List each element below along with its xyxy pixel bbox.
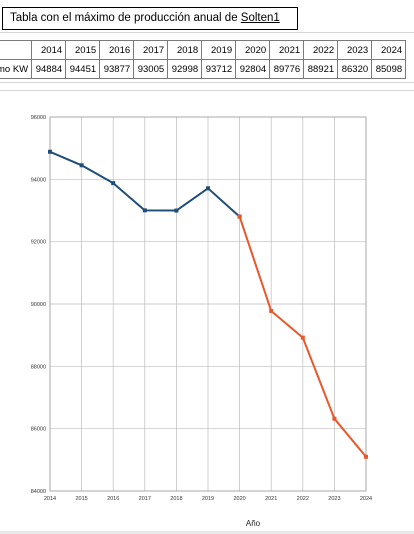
title-text: Tabla con el máximo de producción anual … bbox=[10, 12, 280, 24]
x-tick-label: 2019 bbox=[202, 496, 214, 502]
table-cell-value[interactable]: 89776 bbox=[269, 59, 305, 79]
x-tick-label: 2023 bbox=[328, 496, 340, 502]
data-point bbox=[142, 208, 147, 213]
data-point bbox=[174, 208, 179, 213]
plot-frame bbox=[49, 116, 367, 492]
bottom-scrollbar[interactable] bbox=[0, 531, 414, 534]
table-header-year[interactable]: 2019 bbox=[201, 40, 237, 60]
data-point bbox=[237, 214, 242, 219]
table-cell-value[interactable]: 92804 bbox=[235, 59, 271, 79]
sheet-gridline bbox=[0, 32, 414, 33]
table-cell-value[interactable]: 85098 bbox=[371, 59, 407, 79]
table-cell-value[interactable]: 93005 bbox=[133, 59, 169, 79]
table-cell-value[interactable]: 93877 bbox=[99, 59, 135, 79]
table-header-row: 2014 2015 2016 2017 2018 2019 2020 2021 2022 2023… bbox=[0, 40, 407, 60]
x-tick-label: 2024 bbox=[360, 496, 372, 502]
y-tick-label: 88000 bbox=[31, 364, 46, 370]
table-header-year[interactable]: 2021 bbox=[269, 40, 305, 60]
data-point bbox=[206, 186, 210, 191]
table-corner-cell[interactable] bbox=[0, 40, 33, 60]
title-prefix: Tabla con el máximo de producción anual … bbox=[10, 12, 241, 24]
x-axis-label: Año bbox=[246, 519, 261, 528]
table-header-year[interactable]: 2023 bbox=[337, 40, 373, 60]
table-header-year[interactable]: 2024 bbox=[371, 40, 407, 60]
y-tick-label: 86000 bbox=[31, 427, 46, 433]
table-header-year[interactable]: 2017 bbox=[133, 40, 169, 60]
x-tick-label: 2018 bbox=[170, 496, 182, 502]
y-tick-label: 92000 bbox=[31, 240, 46, 246]
table-header-year[interactable]: 2022 bbox=[303, 40, 339, 60]
table-header-year[interactable]: 2018 bbox=[167, 40, 203, 60]
table-cell-value[interactable]: 86320 bbox=[337, 59, 373, 79]
y-tick-label: 84000 bbox=[31, 489, 46, 495]
table-header-year[interactable]: 2015 bbox=[65, 40, 101, 60]
production-chart: 84000 86000 88000 90000 92000 94000 96000 2014 2… bbox=[31, 115, 372, 528]
x-tick-label: 2014 bbox=[44, 496, 56, 502]
table-cell-value[interactable]: 94451 bbox=[65, 59, 101, 79]
x-tick-label: 2022 bbox=[297, 496, 309, 502]
data-point bbox=[269, 308, 274, 313]
table-header-year[interactable]: 2020 bbox=[235, 40, 271, 60]
data-point bbox=[111, 181, 116, 186]
data-point bbox=[48, 149, 52, 154]
table-row-label[interactable]: mo KW bbox=[0, 59, 33, 79]
x-tick-label: 2015 bbox=[75, 496, 87, 502]
x-tick-label: 2021 bbox=[265, 496, 277, 502]
sheet-gridline bbox=[0, 82, 414, 83]
table-cell-value[interactable]: 94884 bbox=[31, 59, 67, 79]
table-row: mo KW 94884 94451 93877 93005 92998 93712 9280… bbox=[0, 59, 407, 79]
y-tick-label: 94000 bbox=[31, 177, 46, 183]
table-header-year[interactable]: 2014 bbox=[31, 40, 67, 60]
title-link[interactable]: Solten1 bbox=[240, 12, 280, 24]
y-tick-label: 90000 bbox=[31, 302, 46, 308]
data-point bbox=[300, 335, 305, 340]
y-tick-label: 96000 bbox=[31, 115, 46, 121]
title-box: Tabla con el máximo de producción anual … bbox=[2, 7, 298, 30]
table-cell-value[interactable]: 93712 bbox=[201, 59, 237, 79]
table-cell-value[interactable]: 88921 bbox=[303, 59, 339, 79]
table-header-year[interactable]: 2016 bbox=[99, 40, 135, 60]
x-tick-label: 2016 bbox=[107, 496, 119, 502]
data-point bbox=[332, 416, 337, 421]
data-point bbox=[79, 163, 84, 168]
data-point bbox=[364, 454, 368, 459]
sheet-gridline bbox=[0, 90, 414, 91]
x-tick-label: 2020 bbox=[233, 496, 245, 502]
production-table: 2014 2015 2016 2017 2018 2019 2020 2021 2022 2023… bbox=[0, 40, 407, 79]
x-tick-label: 2017 bbox=[139, 496, 151, 502]
table-cell-value[interactable]: 92998 bbox=[167, 59, 203, 79]
